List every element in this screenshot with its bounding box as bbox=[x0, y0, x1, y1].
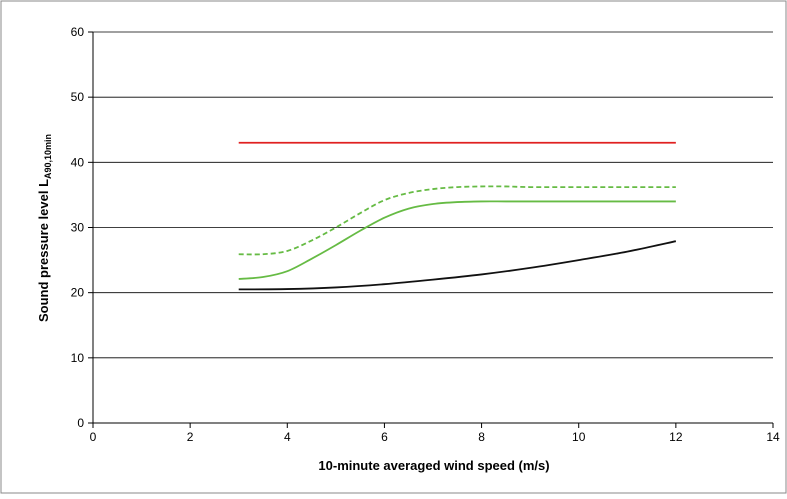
series-line-2 bbox=[238, 185, 676, 256]
gridlines bbox=[93, 31, 773, 359]
series-line-3 bbox=[238, 200, 676, 280]
x-tick-label-12: 12 bbox=[669, 430, 683, 444]
y-axis-title: Sound pressure level LA90,10min bbox=[36, 134, 53, 322]
y-axis-title-subscript: A90,10min bbox=[43, 134, 53, 179]
y-tick-label-10: 10 bbox=[71, 351, 85, 365]
axes bbox=[88, 31, 774, 428]
x-tick-label-8: 8 bbox=[478, 430, 485, 444]
series-line-4 bbox=[238, 240, 677, 291]
y-tick-label-30: 30 bbox=[71, 221, 85, 235]
y-tick-label-20: 20 bbox=[71, 286, 85, 300]
x-tick-label-14: 14 bbox=[766, 430, 780, 444]
x-tick-label-10: 10 bbox=[572, 430, 586, 444]
x-tick-label-4: 4 bbox=[284, 430, 291, 444]
x-tick-label-6: 6 bbox=[381, 430, 388, 444]
y-tick-label-60: 60 bbox=[71, 25, 85, 39]
y-tick-label-50: 50 bbox=[71, 90, 85, 104]
series-lines bbox=[238, 141, 677, 291]
tick-labels: 0 10 20 30 40 50 60 0 2 4 6 8 10 12 14 bbox=[71, 25, 780, 444]
y-tick-label-0: 0 bbox=[77, 416, 84, 430]
x-axis-title: 10-minute averaged wind speed (m/s) bbox=[318, 458, 549, 473]
y-axis-title-main: Sound pressure level L bbox=[36, 179, 51, 322]
x-tick-label-2: 2 bbox=[187, 430, 194, 444]
y-tick-label-40: 40 bbox=[71, 155, 85, 169]
x-tick-label-0: 0 bbox=[90, 430, 97, 444]
